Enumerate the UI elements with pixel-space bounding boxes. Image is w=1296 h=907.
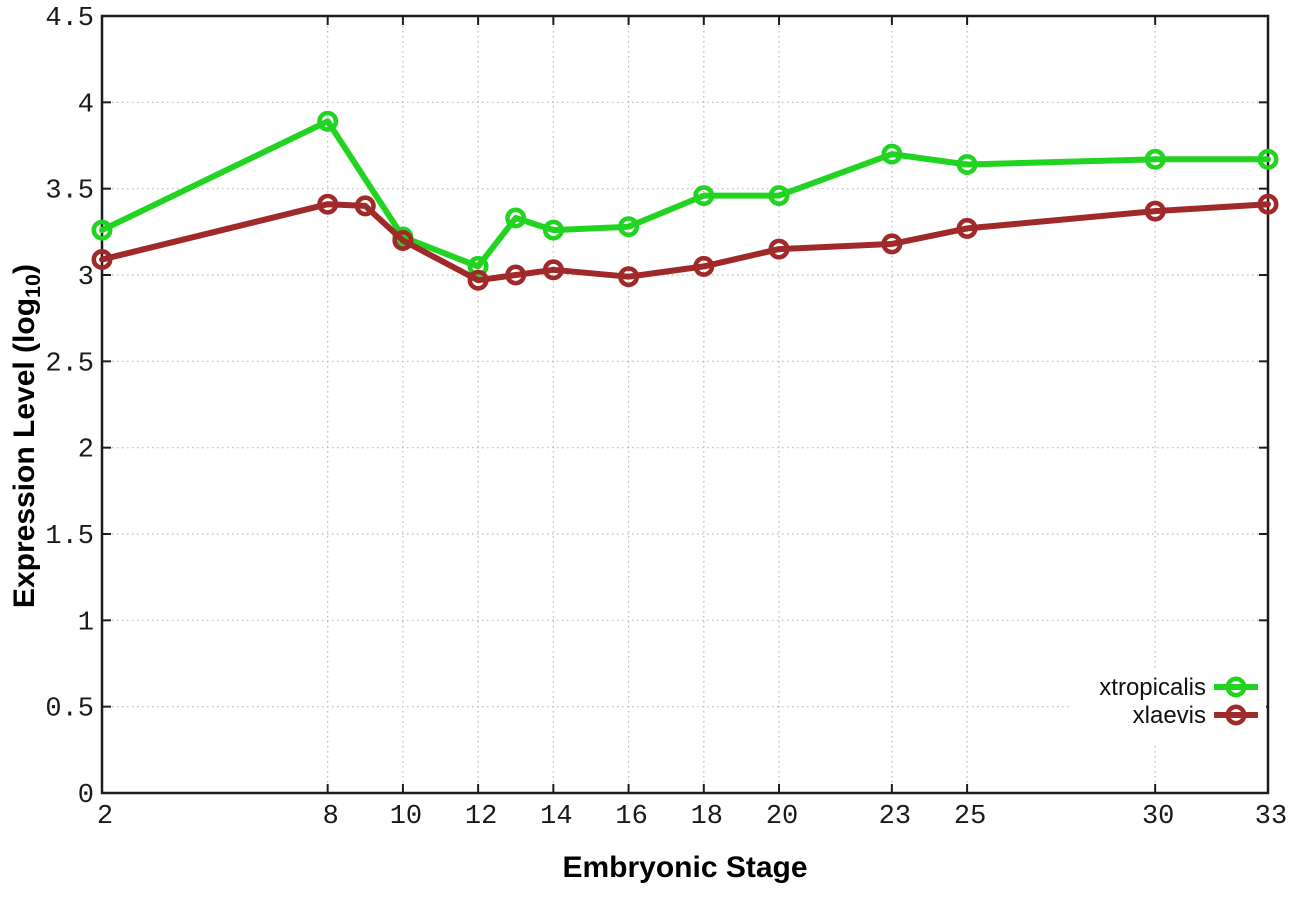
legend-label-xtropicalis: xtropicalis bbox=[1099, 674, 1206, 701]
data-point-xlaevis bbox=[505, 264, 527, 286]
y-axis-title-text: Expression Level (log bbox=[7, 297, 41, 609]
data-point-xtropicalis bbox=[693, 185, 715, 207]
x-tick-label: 18 bbox=[691, 802, 723, 832]
y-tick-label: 0 bbox=[78, 781, 94, 811]
y-tick-label: 1.5 bbox=[45, 522, 94, 552]
x-tick-label: 20 bbox=[766, 802, 798, 832]
legend-label-xlaevis: xlaevis bbox=[1133, 702, 1206, 729]
y-axis-title-subscript: 10 bbox=[20, 273, 46, 298]
legend-sample-marker-xlaevis bbox=[1225, 704, 1247, 726]
data-point-xlaevis bbox=[956, 217, 978, 239]
data-point-xlaevis bbox=[881, 233, 903, 255]
x-tick-label: 30 bbox=[1142, 802, 1174, 832]
data-point-xtropicalis bbox=[1144, 148, 1166, 170]
data-point-xtropicalis bbox=[881, 143, 903, 165]
data-point-xtropicalis bbox=[618, 216, 640, 238]
data-point-xlaevis bbox=[768, 238, 790, 260]
y-tick-label: 2.5 bbox=[45, 349, 94, 379]
data-point-xtropicalis bbox=[467, 255, 489, 277]
y-axis-title-suffix: ) bbox=[7, 263, 41, 274]
x-tick-label: 8 bbox=[323, 802, 339, 832]
data-point-xtropicalis bbox=[1257, 148, 1279, 170]
data-point-xlaevis bbox=[1144, 200, 1166, 222]
data-point-xlaevis bbox=[693, 255, 715, 277]
data-point-xtropicalis bbox=[956, 154, 978, 176]
data-point-xtropicalis bbox=[505, 207, 527, 229]
data-point-xlaevis bbox=[542, 259, 564, 281]
data-point-xlaevis bbox=[392, 230, 414, 252]
y-tick-label: 2 bbox=[78, 436, 94, 466]
y-tick-label: 3 bbox=[78, 263, 94, 293]
plot-border bbox=[100, 14, 1270, 795]
data-point-xtropicalis bbox=[91, 219, 113, 241]
y-tick-label: 0.5 bbox=[45, 695, 94, 725]
x-tick-label: 33 bbox=[1255, 802, 1287, 832]
data-point-xtropicalis bbox=[317, 110, 339, 132]
x-tick-label: 23 bbox=[879, 802, 911, 832]
data-point-xlaevis bbox=[618, 266, 640, 288]
series-line-xlaevis bbox=[99, 201, 1271, 284]
x-axis-title: Embryonic Stage bbox=[562, 851, 808, 884]
x-tick-label: 16 bbox=[615, 802, 647, 832]
data-point-xlaevis bbox=[91, 249, 113, 271]
data-point-xlaevis bbox=[1257, 193, 1279, 215]
data-point-xlaevis bbox=[354, 195, 376, 217]
x-tick-label: 10 bbox=[390, 802, 422, 832]
y-tick-label: 4.5 bbox=[45, 4, 94, 34]
x-tick-label: 12 bbox=[465, 802, 497, 832]
data-point-xlaevis bbox=[317, 193, 339, 215]
data-point-xlaevis bbox=[467, 269, 489, 291]
legend-sample-marker-xtropicalis bbox=[1225, 676, 1247, 698]
x-tick-label: 14 bbox=[540, 802, 572, 832]
y-tick-label: 3.5 bbox=[45, 177, 94, 207]
y-tick-label: 4 bbox=[78, 90, 94, 120]
x-tick-label: 25 bbox=[954, 802, 986, 832]
data-point-xtropicalis bbox=[768, 185, 790, 207]
y-axis-title: Expression Level (log10) bbox=[8, 264, 46, 608]
data-point-xtropicalis bbox=[542, 219, 564, 241]
y-tick-label: 1 bbox=[78, 608, 94, 638]
x-tick-label: 2 bbox=[97, 802, 113, 832]
series-line-xtropicalis bbox=[99, 118, 1271, 270]
